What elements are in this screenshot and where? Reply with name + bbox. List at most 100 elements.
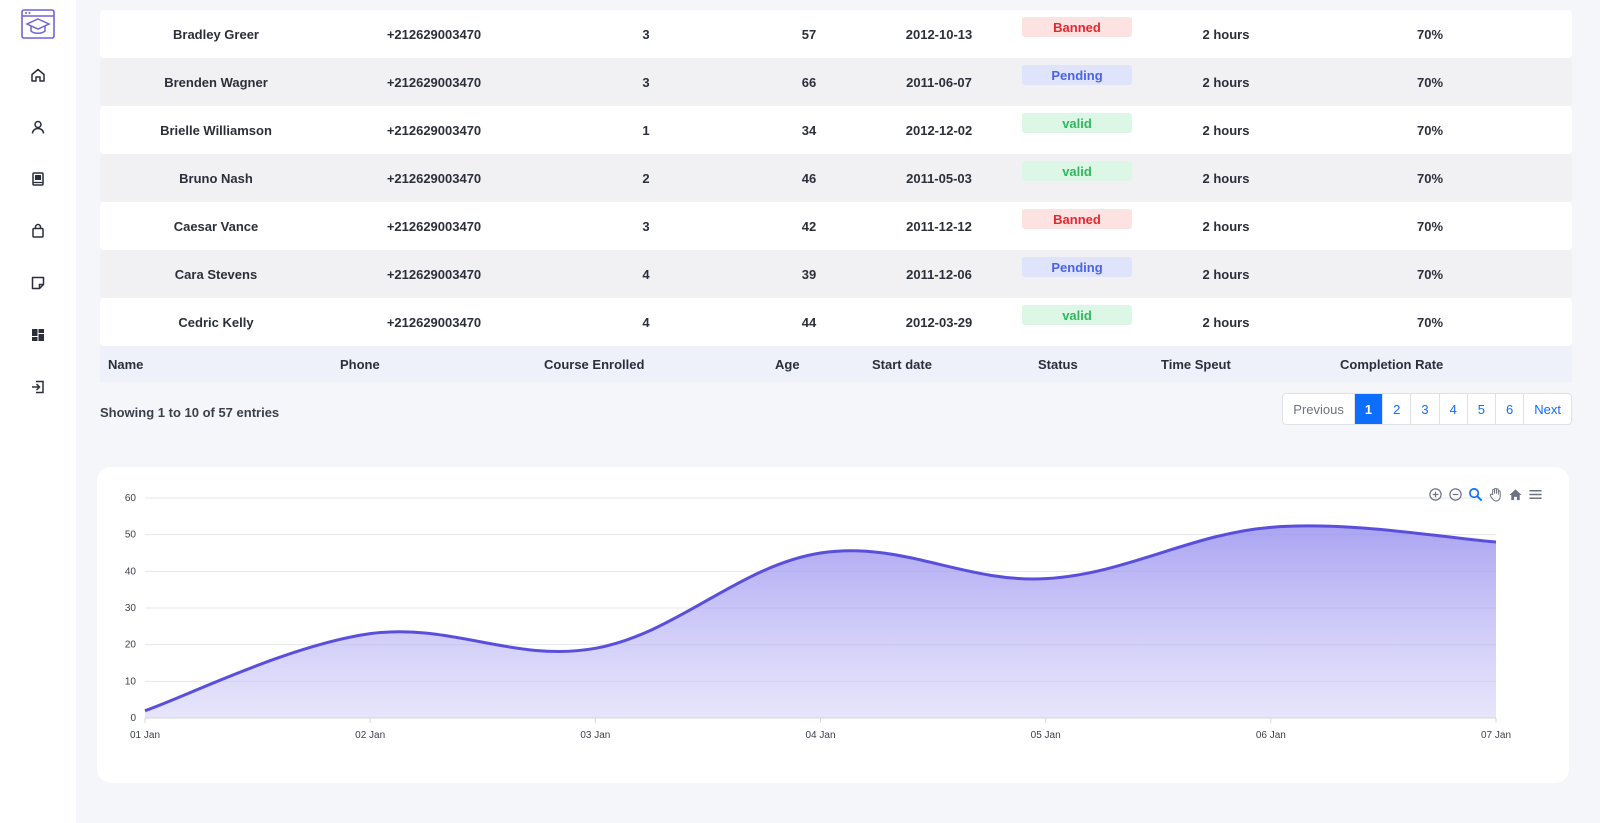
pagination-page-6[interactable]: 6 [1495, 394, 1523, 424]
cell-completion-rate: 70% [1416, 122, 1444, 138]
students-table: Bradley Greer +212629003470 3 57 2012-10-13 B… [100, 10, 1572, 382]
cell-age: 34 [801, 122, 817, 138]
cell-status: Pending [1016, 250, 1138, 298]
cell-course-enrolled: 1 [642, 122, 650, 138]
table-row[interactable]: Bruno Nash +212629003470 2 46 2011-05-03 vali… [100, 154, 1572, 202]
cell-completion-rate: 70% [1416, 170, 1444, 186]
cell-status: Pending [1016, 58, 1138, 106]
pagination-page-4[interactable]: 4 [1438, 394, 1467, 424]
cell-start-date: 2011-06-07 [906, 74, 972, 90]
table-body: Bradley Greer +212629003470 3 57 2012-10-13 B… [100, 10, 1572, 346]
header-phone[interactable]: Phone [340, 356, 380, 372]
dashboard-icon[interactable] [25, 322, 51, 348]
cell-status: Banned [1016, 202, 1138, 250]
y-tick-label: 20 [125, 640, 137, 651]
pan-hand-icon[interactable] [1488, 487, 1503, 502]
cell-phone: +212629003470 [386, 314, 482, 330]
pagination: Previous 1 2 3 4 5 6 Next [1282, 393, 1572, 425]
x-tick-label: 01 Jan [130, 730, 160, 741]
bag-icon[interactable] [25, 218, 51, 244]
y-tick-label: 40 [125, 566, 137, 577]
header-name[interactable]: Name [108, 356, 144, 372]
area-chart: 0 10 20 30 40 50 60 01 Jan 02 Jan 03 Jan 04 Jan 05 … [125, 493, 1511, 741]
cell-age: 42 [801, 218, 817, 234]
y-tick-label: 60 [125, 493, 137, 504]
header-completion-rate[interactable]: Completion Rate [1340, 356, 1444, 372]
logout-icon[interactable] [25, 374, 51, 400]
series-area [145, 525, 1496, 718]
cell-start-date: 2011-12-12 [906, 218, 972, 234]
table-row[interactable]: Cara Stevens +212629003470 4 39 2011-12-06 Pe… [100, 250, 1572, 298]
cell-status: valid [1016, 298, 1138, 346]
cell-start-date: 2011-05-03 [906, 170, 972, 186]
cell-time-spent: 2 hours [1202, 314, 1250, 330]
status-badge: valid [1022, 305, 1132, 325]
x-tick-label: 04 Jan [805, 730, 835, 741]
x-tick-label: 06 Jan [1256, 730, 1286, 741]
cell-course-enrolled: 3 [642, 74, 650, 90]
cell-course-enrolled: 4 [642, 314, 650, 330]
table-row[interactable]: Bradley Greer +212629003470 3 57 2012-10-13 B… [100, 10, 1572, 58]
chart-card: 0 10 20 30 40 50 60 01 Jan 02 Jan 03 Jan 04 Jan 05 … [97, 467, 1569, 783]
cell-completion-rate: 70% [1416, 314, 1444, 330]
cell-start-date: 2011-12-06 [906, 266, 972, 282]
y-tick-label: 50 [125, 530, 137, 541]
cell-time-spent: 2 hours [1202, 170, 1250, 186]
user-icon[interactable] [25, 114, 51, 140]
cell-phone: +212629003470 [386, 170, 482, 186]
cell-age: 44 [801, 314, 817, 330]
pagination-previous[interactable]: Previous [1293, 401, 1344, 417]
cell-age: 66 [801, 74, 817, 90]
cell-completion-rate: 70% [1416, 266, 1444, 282]
cell-start-date: 2012-03-29 [905, 314, 973, 330]
status-badge: Pending [1022, 257, 1132, 277]
cell-time-spent: 2 hours [1202, 266, 1250, 282]
x-tick-label: 07 Jan [1481, 730, 1511, 741]
header-status[interactable]: Status [1038, 356, 1078, 372]
cell-course-enrolled: 3 [642, 26, 650, 42]
table-row[interactable]: Brielle Williamson +212629003470 1 34 2012-1… [100, 106, 1572, 154]
table-row[interactable]: Caesar Vance +212629003470 3 42 2011-12-12 Ba… [100, 202, 1572, 250]
zoom-out-icon[interactable] [1448, 487, 1463, 502]
cell-course-enrolled: 4 [642, 266, 650, 282]
cell-completion-rate: 70% [1416, 26, 1444, 42]
status-badge: Banned [1022, 209, 1132, 229]
home-reset-icon[interactable] [1508, 487, 1523, 502]
header-time[interactable]: Time Speut [1161, 356, 1231, 372]
book-icon[interactable] [25, 166, 51, 192]
magnifier-icon[interactable] [1468, 487, 1483, 502]
cell-phone: +212629003470 [386, 74, 482, 90]
note-icon[interactable] [25, 270, 51, 296]
pagination-next[interactable]: Next [1523, 394, 1571, 424]
graduation-cap-logo-icon[interactable] [20, 8, 56, 40]
cell-name: Bruno Nash [179, 170, 253, 186]
x-tick-label: 03 Jan [580, 730, 610, 741]
cell-age: 39 [801, 266, 817, 282]
home-icon[interactable] [25, 62, 51, 88]
pagination-page-1[interactable]: 1 [1353, 394, 1383, 424]
cell-phone: +212629003470 [386, 122, 482, 138]
cell-name: Cara Stevens [174, 266, 258, 282]
cell-status: valid [1016, 106, 1138, 154]
cell-completion-rate: 70% [1416, 74, 1444, 90]
status-badge: Banned [1022, 17, 1132, 37]
sidebar [0, 0, 76, 823]
cell-time-spent: 2 hours [1202, 74, 1250, 90]
cell-name: Caesar Vance [173, 218, 259, 234]
pagination-page-5[interactable]: 5 [1466, 394, 1495, 424]
header-age[interactable]: Age [775, 356, 800, 372]
chart-toolbar [1428, 487, 1543, 502]
cell-time-spent: 2 hours [1202, 122, 1250, 138]
pagination-page-3[interactable]: 3 [1410, 394, 1438, 424]
header-course[interactable]: Course Enrolled [544, 356, 645, 372]
table-row[interactable]: Brenden Wagner +212629003470 3 66 2011-06-07… [100, 58, 1572, 106]
status-badge: Pending [1022, 65, 1132, 85]
pagination-page-2[interactable]: 2 [1382, 394, 1410, 424]
menu-icon[interactable] [1528, 487, 1543, 502]
cell-name: Bradley Greer [173, 26, 259, 42]
table-row[interactable]: Cedric Kelly +212629003470 4 44 2012-03-29 va… [100, 298, 1572, 346]
zoom-in-icon[interactable] [1428, 487, 1443, 502]
cell-age: 57 [801, 26, 817, 42]
header-start-date[interactable]: Start date [872, 356, 932, 372]
cell-status: valid [1016, 154, 1138, 202]
